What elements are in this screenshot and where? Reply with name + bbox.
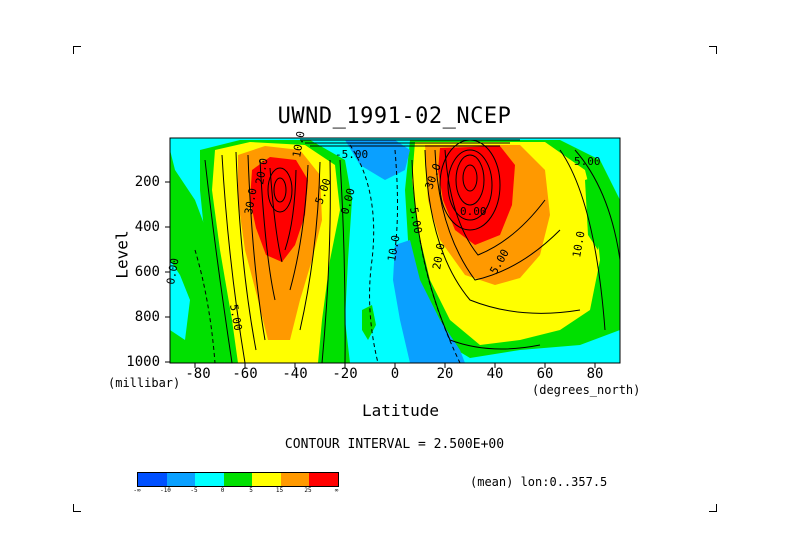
colorbar-tick-label: 5: [249, 487, 253, 494]
corner-mark-br: [709, 504, 717, 512]
x-unit-label: (degrees_north): [532, 383, 641, 397]
x-tick-label: -80: [185, 366, 211, 382]
contour-label: 5.00: [574, 155, 601, 168]
x-tick-label: 60: [536, 366, 554, 382]
x-tick-label: -60: [232, 366, 258, 382]
colorbar-tick-label: -∞: [133, 487, 141, 494]
colorbar-tick-label: ∞: [334, 487, 339, 494]
contour-label: 0.00: [460, 205, 487, 218]
colorbar-swatch: [166, 473, 195, 486]
colorbar-swatch: [280, 473, 309, 486]
y-tick-label: 1000: [126, 354, 160, 370]
field-green-north-sub: [585, 175, 605, 250]
colorbar-tick-label: 25: [304, 487, 312, 494]
field-red-south: [250, 157, 308, 262]
x-tick-label: -20: [332, 366, 358, 382]
contour-label: 5.00: [227, 303, 244, 331]
y-axis-title: Level: [112, 230, 132, 279]
corner-mark-tr: [709, 46, 717, 54]
y-tick-label: 600: [134, 264, 160, 280]
y-unit-label: (millibar): [108, 376, 181, 390]
contour-label: 10.0: [570, 230, 587, 258]
y-tick-label: 800: [134, 309, 160, 325]
colorbar-swatch: [223, 473, 252, 486]
contour-label: 0.00: [164, 257, 181, 285]
x-tick-label: -40: [282, 366, 308, 382]
contour-label: 5.00: [407, 206, 424, 234]
contour-top-band: [300, 139, 520, 147]
field-blue-top: [345, 140, 410, 180]
colorbar-tick-label: 0: [220, 487, 225, 494]
corner-mark-bl: [73, 504, 81, 512]
x-tick-label: 0: [390, 366, 400, 382]
x-tick-label: 40: [486, 366, 504, 382]
contour-interval-note: CONTOUR INTERVAL = 2.500E+00: [284, 437, 505, 452]
x-axis-ticks: [194, 363, 596, 368]
y-tick-label: 200: [134, 174, 160, 190]
contour-label: 10.0: [290, 130, 307, 158]
colorbar-tick-label: -5: [190, 487, 198, 494]
contour-lines: [204, 139, 620, 363]
contour-label: 20.0: [430, 242, 447, 270]
chart-title: UWND_1991-02_NCEP: [277, 104, 512, 129]
colorbar-tick-label: -10: [160, 487, 171, 494]
y-axis-ticks: [165, 181, 170, 363]
contour-label: -5.00: [335, 148, 368, 161]
x-axis-title: Latitude: [362, 401, 440, 420]
contour-lines-negative: [194, 144, 461, 363]
y-tick-label: 400: [134, 219, 160, 235]
colorbar-swatch: [195, 473, 224, 486]
colorbar-swatch: [138, 473, 167, 486]
x-tick-label: 20: [436, 366, 454, 382]
colorbar-swatch: [309, 473, 338, 486]
contour-label: 30.0: [242, 187, 259, 215]
colorbar: [137, 472, 339, 487]
corner-mark-tl: [73, 46, 81, 54]
field-green-tropics: [362, 305, 376, 340]
contour-label: 20.0: [253, 157, 270, 185]
mean-note: (mean) lon:0..357.5: [470, 475, 608, 489]
contour-label: 10.0: [385, 234, 402, 262]
colorbar-swatch: [252, 473, 281, 486]
x-tick-label: 80: [586, 366, 604, 382]
field-cyan-west-edge: [170, 260, 190, 340]
colorbar-tick-label: 15: [275, 487, 284, 494]
